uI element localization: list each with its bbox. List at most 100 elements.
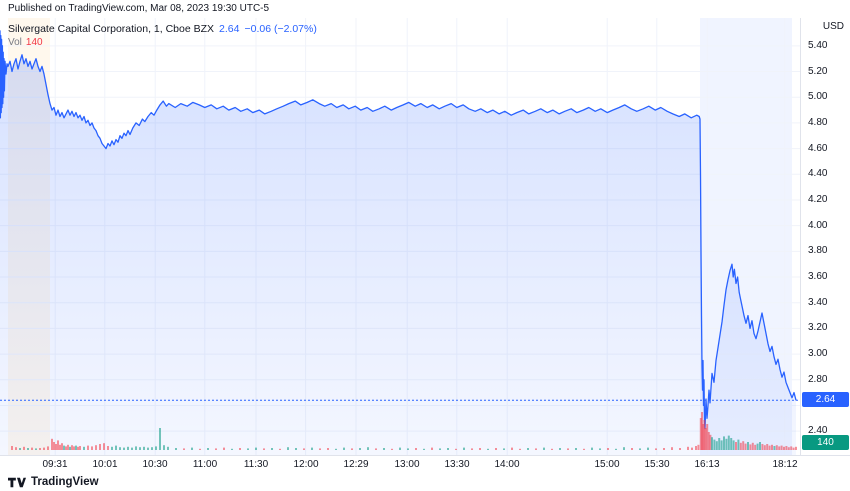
- volume-bar: [754, 444, 757, 450]
- volume-bar: [679, 448, 681, 450]
- price-area-fill: [0, 30, 796, 455]
- volume-bar: [655, 448, 657, 450]
- volume-bar: [19, 448, 21, 450]
- volume-bar: [431, 447, 433, 450]
- volume-bar: [727, 435, 730, 450]
- volume-bar: [766, 444, 769, 450]
- volume-bar: [511, 447, 513, 450]
- volume-bar: [143, 446, 145, 450]
- volume-bar: [399, 447, 401, 450]
- time-tick-label: 13:30: [444, 459, 470, 470]
- tradingview-logo-icon[interactable]: [8, 477, 26, 488]
- price-change-value: −0.06 (−2.07%): [244, 23, 317, 35]
- volume-bar: [131, 447, 133, 450]
- volume-bar: [691, 447, 693, 450]
- volume-bar: [335, 448, 337, 450]
- volume-bar: [706, 424, 709, 450]
- volume-bar: [155, 446, 157, 450]
- volume-bar: [215, 448, 217, 450]
- volume-bar: [63, 445, 65, 450]
- price-tick-label: 4.80: [808, 117, 828, 128]
- volume-bar: [73, 446, 75, 450]
- volume-bar: [709, 434, 712, 450]
- volume-bar: [447, 448, 449, 450]
- volume-bar: [123, 447, 125, 450]
- volume-bar: [751, 442, 754, 450]
- volume-bar: [65, 446, 67, 450]
- volume-bar: [119, 447, 121, 450]
- volume-bar: [31, 447, 33, 450]
- volume-bar: [639, 448, 641, 450]
- volume-bar: [207, 448, 209, 450]
- price-tick-label: 3.00: [808, 348, 828, 359]
- volume-bar: [575, 448, 577, 450]
- volume-bar: [771, 444, 773, 450]
- symbol-title[interactable]: Silvergate Capital Corporation, 1, Cboe …: [8, 23, 215, 35]
- volume-bar: [159, 428, 161, 450]
- price-tick-label: 4.20: [808, 194, 828, 205]
- volume-bar: [175, 448, 177, 450]
- volume-bar: [795, 446, 797, 450]
- volume-bar: [720, 440, 723, 450]
- volume-bar: [711, 437, 713, 450]
- price-tick-label: 4.00: [808, 220, 828, 231]
- price-tick-label: 2.40: [808, 425, 828, 436]
- volume-bar: [407, 448, 409, 450]
- volume-bar: [701, 412, 703, 450]
- price-tick-label: 2.80: [808, 374, 828, 385]
- volume-bar: [111, 446, 113, 450]
- volume-bar: [55, 444, 57, 450]
- volume-bar: [391, 448, 393, 450]
- volume-bar: [247, 448, 249, 450]
- price-tick-label: 5.00: [808, 91, 828, 102]
- volume-bar: [551, 448, 553, 450]
- volume-label: Vol: [8, 37, 22, 48]
- time-tick-label: 14:00: [494, 459, 520, 470]
- price-axis[interactable]: USD 2.64 140 5.40 5.20 5.00 4.80 4.60 4.40 4.2…: [800, 18, 850, 455]
- price-tick-label: 3.60: [808, 271, 828, 282]
- time-tick-label: 15:30: [644, 459, 670, 470]
- volume-bar: [51, 438, 53, 450]
- volume-bar: [687, 446, 689, 450]
- volume-bar: [671, 447, 673, 450]
- price-tick-label: 3.20: [808, 322, 828, 333]
- volume-bar: [519, 448, 521, 450]
- volume-bar: [295, 448, 297, 450]
- volume-bar: [279, 448, 281, 450]
- last-volume-badge: 140: [802, 435, 849, 450]
- legend-row-volume: Vol 140: [8, 36, 317, 50]
- volume-bar: [91, 446, 93, 450]
- volume-bar: [263, 448, 265, 450]
- brand-name[interactable]: TradingView: [31, 476, 99, 488]
- last-price-badge: 2.64: [802, 392, 849, 407]
- volume-bar: [647, 447, 649, 450]
- volume-bar: [327, 448, 329, 450]
- chart-pane[interactable]: Silvergate Capital Corporation, 1, Cboe …: [0, 18, 800, 455]
- volume-bar: [415, 448, 417, 450]
- volume-bar: [742, 441, 745, 450]
- volume-bar: [707, 432, 710, 450]
- volume-bar: [737, 439, 740, 450]
- volume-bar: [567, 448, 569, 450]
- volume-bar: [303, 448, 305, 450]
- volume-bar: [479, 448, 481, 450]
- volume-bar: [495, 448, 497, 450]
- volume-bar: [59, 444, 61, 450]
- volume-bar: [47, 446, 49, 450]
- volume-value: 140: [25, 37, 43, 48]
- volume-bar: [39, 448, 41, 450]
- price-chart-svg[interactable]: [0, 18, 800, 455]
- volume-bar: [631, 448, 633, 450]
- volume-bar: [759, 442, 761, 450]
- volume-bar: [713, 439, 716, 450]
- volume-bar: [747, 442, 749, 450]
- volume-bar: [77, 446, 79, 450]
- volume-bar: [71, 445, 73, 450]
- volume-bar: [439, 448, 441, 450]
- volume-bar: [699, 418, 702, 450]
- volume-bar: [768, 445, 771, 450]
- time-axis[interactable]: 09:31 10:01 10:30 11:00 11:30 12:00 12:29 13:00…: [0, 455, 850, 473]
- volume-bar: [715, 441, 718, 450]
- volume-bar: [223, 447, 225, 450]
- volume-bar: [718, 438, 721, 450]
